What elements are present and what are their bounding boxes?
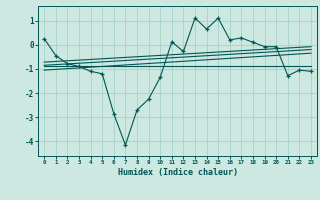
X-axis label: Humidex (Indice chaleur): Humidex (Indice chaleur) [118, 168, 238, 177]
